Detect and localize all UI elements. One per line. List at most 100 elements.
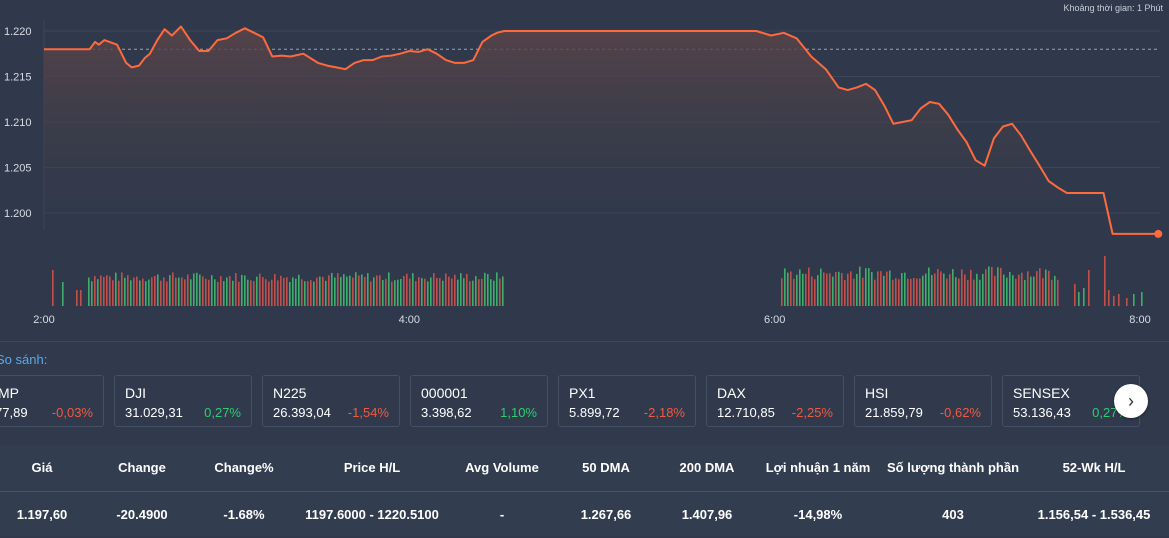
stats-header-3: Price H/L xyxy=(343,460,401,475)
price-chart[interactable]: 1.220 1.215 1.210 1.205 1.200 2:00 4:00 6:00 8:… xyxy=(0,0,1169,340)
volume-bar xyxy=(439,278,441,306)
volume-bar xyxy=(421,277,423,306)
volume-bar xyxy=(823,272,825,306)
compare-card-dax[interactable]: DAX 12.710,85 -2,25% xyxy=(706,375,844,427)
compare-card-dji[interactable]: DJI 31.029,31 0,27% xyxy=(114,375,252,427)
volume-bar xyxy=(1126,298,1128,306)
volume-bar xyxy=(286,277,288,306)
volume-bar xyxy=(62,282,64,306)
volume-bar xyxy=(958,278,960,306)
volume-bar xyxy=(127,275,129,306)
volume-bar xyxy=(151,277,153,306)
stats-header-2: Change% xyxy=(214,460,274,475)
volume-bar xyxy=(820,268,822,306)
volume-bar xyxy=(415,281,417,306)
compare-card-hsi[interactable]: HSI 21.859,79 -0,62% xyxy=(854,375,992,427)
volume-bar xyxy=(94,276,96,306)
volume-bar xyxy=(295,278,297,306)
compare-card-value: 53.136,43 xyxy=(1013,405,1071,420)
volume-bar xyxy=(343,274,345,306)
volume-bar xyxy=(928,267,930,306)
compare-card-name: SENSEX xyxy=(1013,385,1070,401)
volume-bar xyxy=(418,277,420,306)
timeframe-label[interactable]: Khoảng thời gian: 1 Phút xyxy=(1063,3,1163,13)
volume-bar xyxy=(913,277,915,306)
volume-bar xyxy=(403,276,405,306)
volume-bar xyxy=(460,273,462,306)
volume-bar xyxy=(349,275,351,306)
price-line-series xyxy=(44,25,1163,238)
chevron-right-icon: › xyxy=(1128,390,1134,411)
volume-bar xyxy=(148,279,150,306)
compare-card-sensex[interactable]: SENSEX 53.136,43 0,27% xyxy=(1002,375,1140,427)
volume-bar xyxy=(991,266,993,306)
volume-bar xyxy=(400,278,402,306)
compare-card-px1[interactable]: PX1 5.899,72 -2,18% xyxy=(558,375,696,427)
compare-card-n225[interactable]: N225 26.393,04 -1,54% xyxy=(262,375,400,427)
volume-bar xyxy=(1036,271,1038,306)
volume-bar xyxy=(397,279,399,306)
stats-header-8: Số lượng thành phần xyxy=(886,460,1020,475)
compare-card-name: DJI xyxy=(125,385,146,401)
volume-bar xyxy=(856,273,858,306)
volume-bar xyxy=(334,277,336,306)
volume-bar xyxy=(358,275,360,306)
volume-bar xyxy=(478,279,480,306)
x-tick-label: 6:00 xyxy=(764,314,785,326)
volume-bar xyxy=(304,281,306,306)
stats-value-6: 1.407,96 xyxy=(681,507,733,522)
compare-card-change: 0,27% xyxy=(204,405,241,420)
compare-card-000001[interactable]: 000001 3.398,62 1,10% xyxy=(410,375,548,427)
volume-bar xyxy=(1133,294,1135,306)
volume-bar xyxy=(1015,278,1017,306)
volume-bar xyxy=(238,281,240,306)
volume-bar xyxy=(1009,271,1011,306)
volume-bar xyxy=(979,279,981,306)
volume-bar xyxy=(484,272,486,306)
x-tick-label: 8:00 xyxy=(1129,314,1150,326)
compare-card-change: -0,62% xyxy=(939,405,981,420)
volume-bar xyxy=(184,279,186,306)
volume-bar xyxy=(130,280,132,306)
volume-bar xyxy=(379,275,381,306)
volume-bar xyxy=(259,273,261,306)
last-price-dot xyxy=(1154,229,1163,238)
compare-next-button[interactable]: › xyxy=(1114,384,1148,418)
volume-bar xyxy=(319,276,321,306)
volume-bar xyxy=(178,277,180,306)
volume-bar xyxy=(424,278,426,306)
volume-bars xyxy=(52,256,1143,306)
volume-bar xyxy=(886,271,888,306)
compare-card-value: 31.029,31 xyxy=(125,405,183,420)
compare-card-comp[interactable]: COMP 6.177,89 -0,03% xyxy=(0,375,104,427)
volume-bar xyxy=(880,271,882,306)
volume-bar xyxy=(961,269,963,306)
volume-bar xyxy=(1042,278,1044,306)
volume-bar xyxy=(367,273,369,306)
compare-section: So sánh: COMP 6.177,89 -0,03% DJI 31.029,31 0… xyxy=(0,341,1169,445)
volume-bar xyxy=(340,277,342,306)
volume-bar xyxy=(919,278,921,306)
volume-bar xyxy=(121,272,123,306)
volume-bar xyxy=(157,274,159,306)
volume-bar xyxy=(388,272,390,306)
volume-bar xyxy=(337,273,339,306)
volume-bar xyxy=(1141,292,1143,306)
volume-bar xyxy=(826,273,828,306)
volume-bar xyxy=(223,281,225,306)
volume-bar xyxy=(181,277,183,306)
volume-bar xyxy=(499,278,501,306)
volume-bar xyxy=(487,274,489,306)
volume-bar xyxy=(994,275,996,306)
volume-bar xyxy=(370,281,372,306)
volume-bar xyxy=(445,273,447,306)
volume-bar xyxy=(787,272,789,306)
volume-bar xyxy=(166,281,168,306)
volume-bar xyxy=(109,276,111,306)
stats-value-5: 1.267,66 xyxy=(580,507,632,522)
volume-bar xyxy=(988,266,990,306)
volume-bar xyxy=(256,276,258,306)
volume-bar xyxy=(76,290,78,306)
volume-bar xyxy=(868,268,870,306)
volume-bar xyxy=(1108,290,1110,306)
